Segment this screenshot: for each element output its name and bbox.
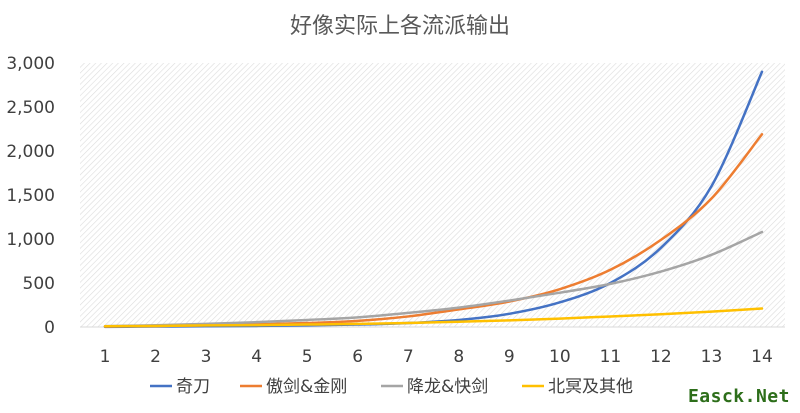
y-tick-label: 1,500 [6,186,55,206]
y-tick-label: 2,500 [6,98,55,118]
x-tick-label: 9 [504,347,515,367]
y-tick-label: 500 [23,274,55,294]
series-line-4 [103,307,764,328]
y-tick-label: 0 [44,318,55,338]
y-tick-label: 1,000 [6,230,55,250]
x-tick-label: 8 [453,347,464,367]
x-tick-label: 13 [701,347,723,367]
x-tick-label: 5 [302,347,313,367]
x-tick-label: 6 [352,347,363,367]
legend-label-4: 北冥及其他 [548,377,633,397]
x-tick-label: 11 [600,347,622,367]
x-tick-label: 4 [251,347,262,367]
x-tick-label: 2 [150,347,161,367]
legend-label-1: 奇刀 [176,377,210,397]
watermark-logo: Easck.Net [687,386,790,407]
x-tick-label: 14 [751,347,773,367]
x-tick-label: 3 [201,347,212,367]
x-tick-label: 12 [650,347,672,367]
legend-label-2: 傲剑&金刚 [266,377,347,397]
y-tick-label: 2,000 [6,142,55,162]
x-tick-label: 10 [549,347,571,367]
legend-label-3: 降龙&快剑 [407,377,488,397]
chart-title: 好像实际上各流派输出 [289,14,510,39]
y-tick-label: 3,000 [6,54,55,74]
x-tick-label: 7 [403,347,414,367]
plot-area [80,63,785,327]
series-line-3 [103,230,764,328]
x-tick-label: 1 [100,347,111,367]
